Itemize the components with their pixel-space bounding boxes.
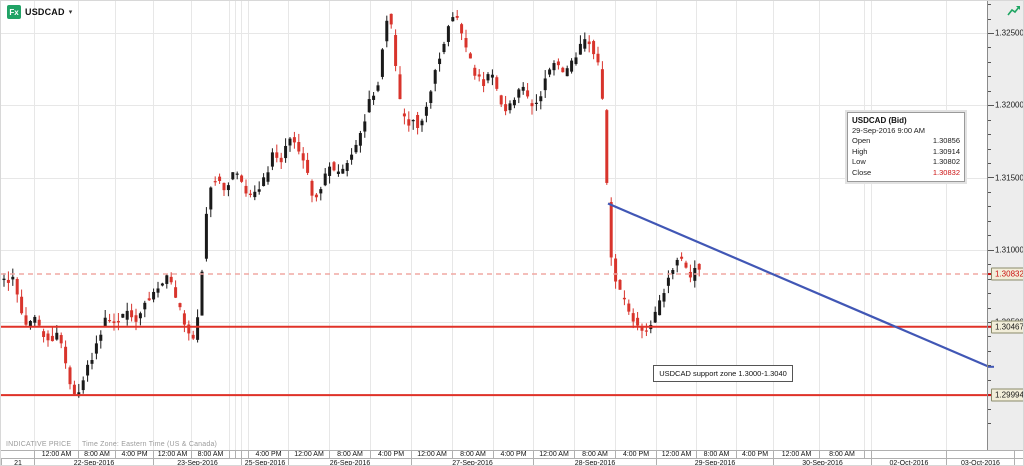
- time-axis-row: 12:00 AM 8:00 AM 4:00 PM 12:00 AM 8:00 AM 4:0…: [1, 450, 1023, 459]
- trendline[interactable]: [607, 202, 987, 368]
- tooltip-row-label: Low: [852, 157, 866, 166]
- price-level-badge: 1.29994: [991, 388, 1023, 402]
- time-axis-cell: 8:00 AM: [574, 451, 615, 458]
- price-axis-label: 1.31500: [995, 173, 1024, 182]
- time-axis-cell: [229, 451, 235, 458]
- date-axis-cell: 03-Oct-2016: [946, 459, 1014, 465]
- time-axis-cell: 12:00 AM: [288, 451, 329, 458]
- date-axis-cell: 26-Sep-2016: [288, 459, 411, 465]
- time-axis-cell: 8:00 AM: [191, 451, 229, 458]
- date-axis-cell: 02-Oct-2016: [871, 459, 946, 465]
- price-level-badge: 1.30467: [991, 320, 1023, 334]
- timezone-label: Time Zone: Eastern Time (US & Canada): [81, 441, 218, 448]
- symbol-label: USDCAD: [25, 7, 65, 17]
- support-zone-annotation[interactable]: USDCAD support zone 1.3000-1.3040: [653, 365, 793, 382]
- date-axis-cell: 22-Sep-2016: [34, 459, 153, 465]
- tooltip-row-label: Close: [852, 167, 872, 177]
- tooltip-title: USDCAD (Bid): [852, 116, 907, 125]
- time-axis-cell: 8:00 AM: [329, 451, 370, 458]
- fx-icon: Fx: [7, 5, 21, 19]
- time-axis-cell: 4:00 PM: [370, 451, 411, 458]
- time-axis-cell: 12:00 AM: [411, 451, 452, 458]
- time-axis-cell: 8:00 AM: [78, 451, 115, 458]
- tooltip-row-value: 1.30832: [932, 167, 960, 177]
- time-axis-cell: 4:00 PM: [248, 451, 288, 458]
- date-axis-cell: 23-Sep-2016: [153, 459, 241, 465]
- date-axis-cell: 28-Sep-2016: [533, 459, 656, 465]
- date-axis-cell: 29-Sep-2016: [656, 459, 773, 465]
- tooltip-row-value: 1.30856: [932, 136, 960, 145]
- time-axis-cell: 12:00 AM: [773, 451, 819, 458]
- tooltip-row: Close 1.30832: [852, 168, 960, 179]
- candlestick-series: [2, 9, 701, 398]
- time-axis-cell: 8:00 AM: [696, 451, 736, 458]
- time-axis-cell: 12:00 AM: [34, 451, 78, 458]
- date-axis-cell: 25-Sep-2016: [241, 459, 288, 465]
- time-axis-cell: 4:00 PM: [493, 451, 533, 458]
- date-axis-cell: 27-Sep-2016: [411, 459, 533, 465]
- time-axis-cell: 12:00 AM: [153, 451, 191, 458]
- time-axis-cell: [946, 451, 1014, 458]
- date-axis-cell: 21: [1, 459, 34, 465]
- time-axis-cell: 4:00 PM: [736, 451, 773, 458]
- indicative-price-label: INDICATIVE PRICE: [6, 441, 72, 448]
- time-axis-cell: 12:00 AM: [656, 451, 696, 458]
- chart-plot-area[interactable]: [1, 1, 987, 450]
- tooltip-row: High 1.30914: [852, 147, 960, 158]
- symbol-selector[interactable]: Fx USDCAD ▾: [7, 5, 72, 19]
- price-axis-label: 1.32500: [995, 28, 1024, 38]
- date-axis-row: 21 22-Sep-2016 23-Sep-2016 25-Sep-2016 26-Se…: [1, 459, 1023, 465]
- price-level-badge: 1.30832: [991, 267, 1023, 281]
- time-axis-cell: 8:00 AM: [452, 451, 493, 458]
- tooltip-row-label: High: [852, 146, 868, 156]
- trend-up-arrow-icon: [1007, 4, 1021, 22]
- tooltip-datetime: 29-Sep-2016 9:00 AM: [852, 126, 925, 135]
- time-axis-cell: 8:00 AM: [819, 451, 864, 458]
- tooltip-row-value: 1.30802: [932, 157, 960, 166]
- ohlc-tooltip: USDCAD (Bid) 29-Sep-2016 9:00 AM Open 1.3…: [847, 112, 965, 182]
- time-axis-cell: 12:00 AM: [533, 451, 574, 458]
- tooltip-row: Open 1.30856: [852, 136, 960, 147]
- price-axis-label: 1.31000: [995, 245, 1024, 255]
- tooltip-row: Low 1.30802: [852, 157, 960, 168]
- time-axis-cell: 4:00 PM: [615, 451, 656, 458]
- gridlines: [1, 1, 987, 450]
- price-axis[interactable]: 1.325001.320001.315001.310001.305001.300…: [987, 1, 1024, 450]
- tooltip-rows: Open 1.30856 High 1.30914 Low 1.30802 Close 1.3…: [852, 136, 960, 178]
- date-axis-cell: 30-Sep-2016: [773, 459, 871, 465]
- time-axis-cell: [871, 451, 946, 458]
- time-axis-cell: [864, 451, 871, 458]
- time-axis-cell: 4:00 PM: [115, 451, 153, 458]
- time-axis-cell: [235, 451, 241, 458]
- chevron-down-icon: ▾: [68, 9, 73, 16]
- tooltip-row-value: 1.30914: [932, 146, 960, 156]
- time-axis-cell: [241, 451, 248, 458]
- indicative-price-note: INDICATIVE PRICE Time Zone: Eastern Time…: [1, 441, 1023, 450]
- tooltip-row-label: Open: [852, 136, 871, 145]
- price-axis-label: 1.32000: [995, 100, 1024, 110]
